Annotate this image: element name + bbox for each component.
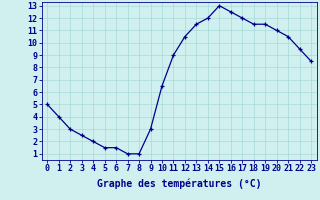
X-axis label: Graphe des températures (°C): Graphe des températures (°C)	[97, 179, 261, 189]
